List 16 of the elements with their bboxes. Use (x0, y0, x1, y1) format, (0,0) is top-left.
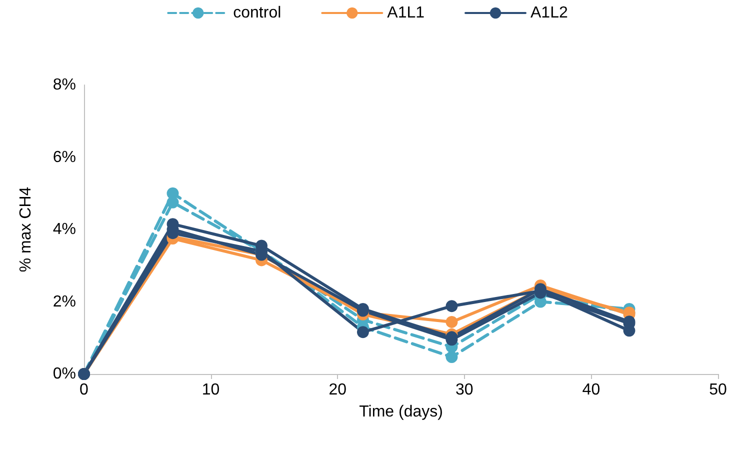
y-tick-label: 4% (52, 221, 76, 238)
x-tick-label: 50 (709, 382, 727, 398)
x-tick-label: 10 (202, 382, 220, 398)
x-tick-label: 20 (328, 382, 347, 398)
x-tick-label: 30 (456, 382, 474, 398)
y-axis-title: % max CH4 (18, 186, 34, 272)
legend-label: A1L2 (530, 4, 568, 22)
legend-label: A1L1 (387, 4, 425, 22)
x-tick-label: 0 (80, 382, 89, 398)
y-tick-label: 6% (52, 148, 76, 166)
y-tick-label: 8% (52, 76, 76, 94)
x-axis-title: Time (days) (359, 404, 443, 420)
legend-label: control (233, 4, 282, 22)
y-tick-label: 2% (52, 293, 76, 310)
x-tick-label: 40 (582, 382, 600, 398)
y-tick-label: 0% (52, 366, 76, 382)
